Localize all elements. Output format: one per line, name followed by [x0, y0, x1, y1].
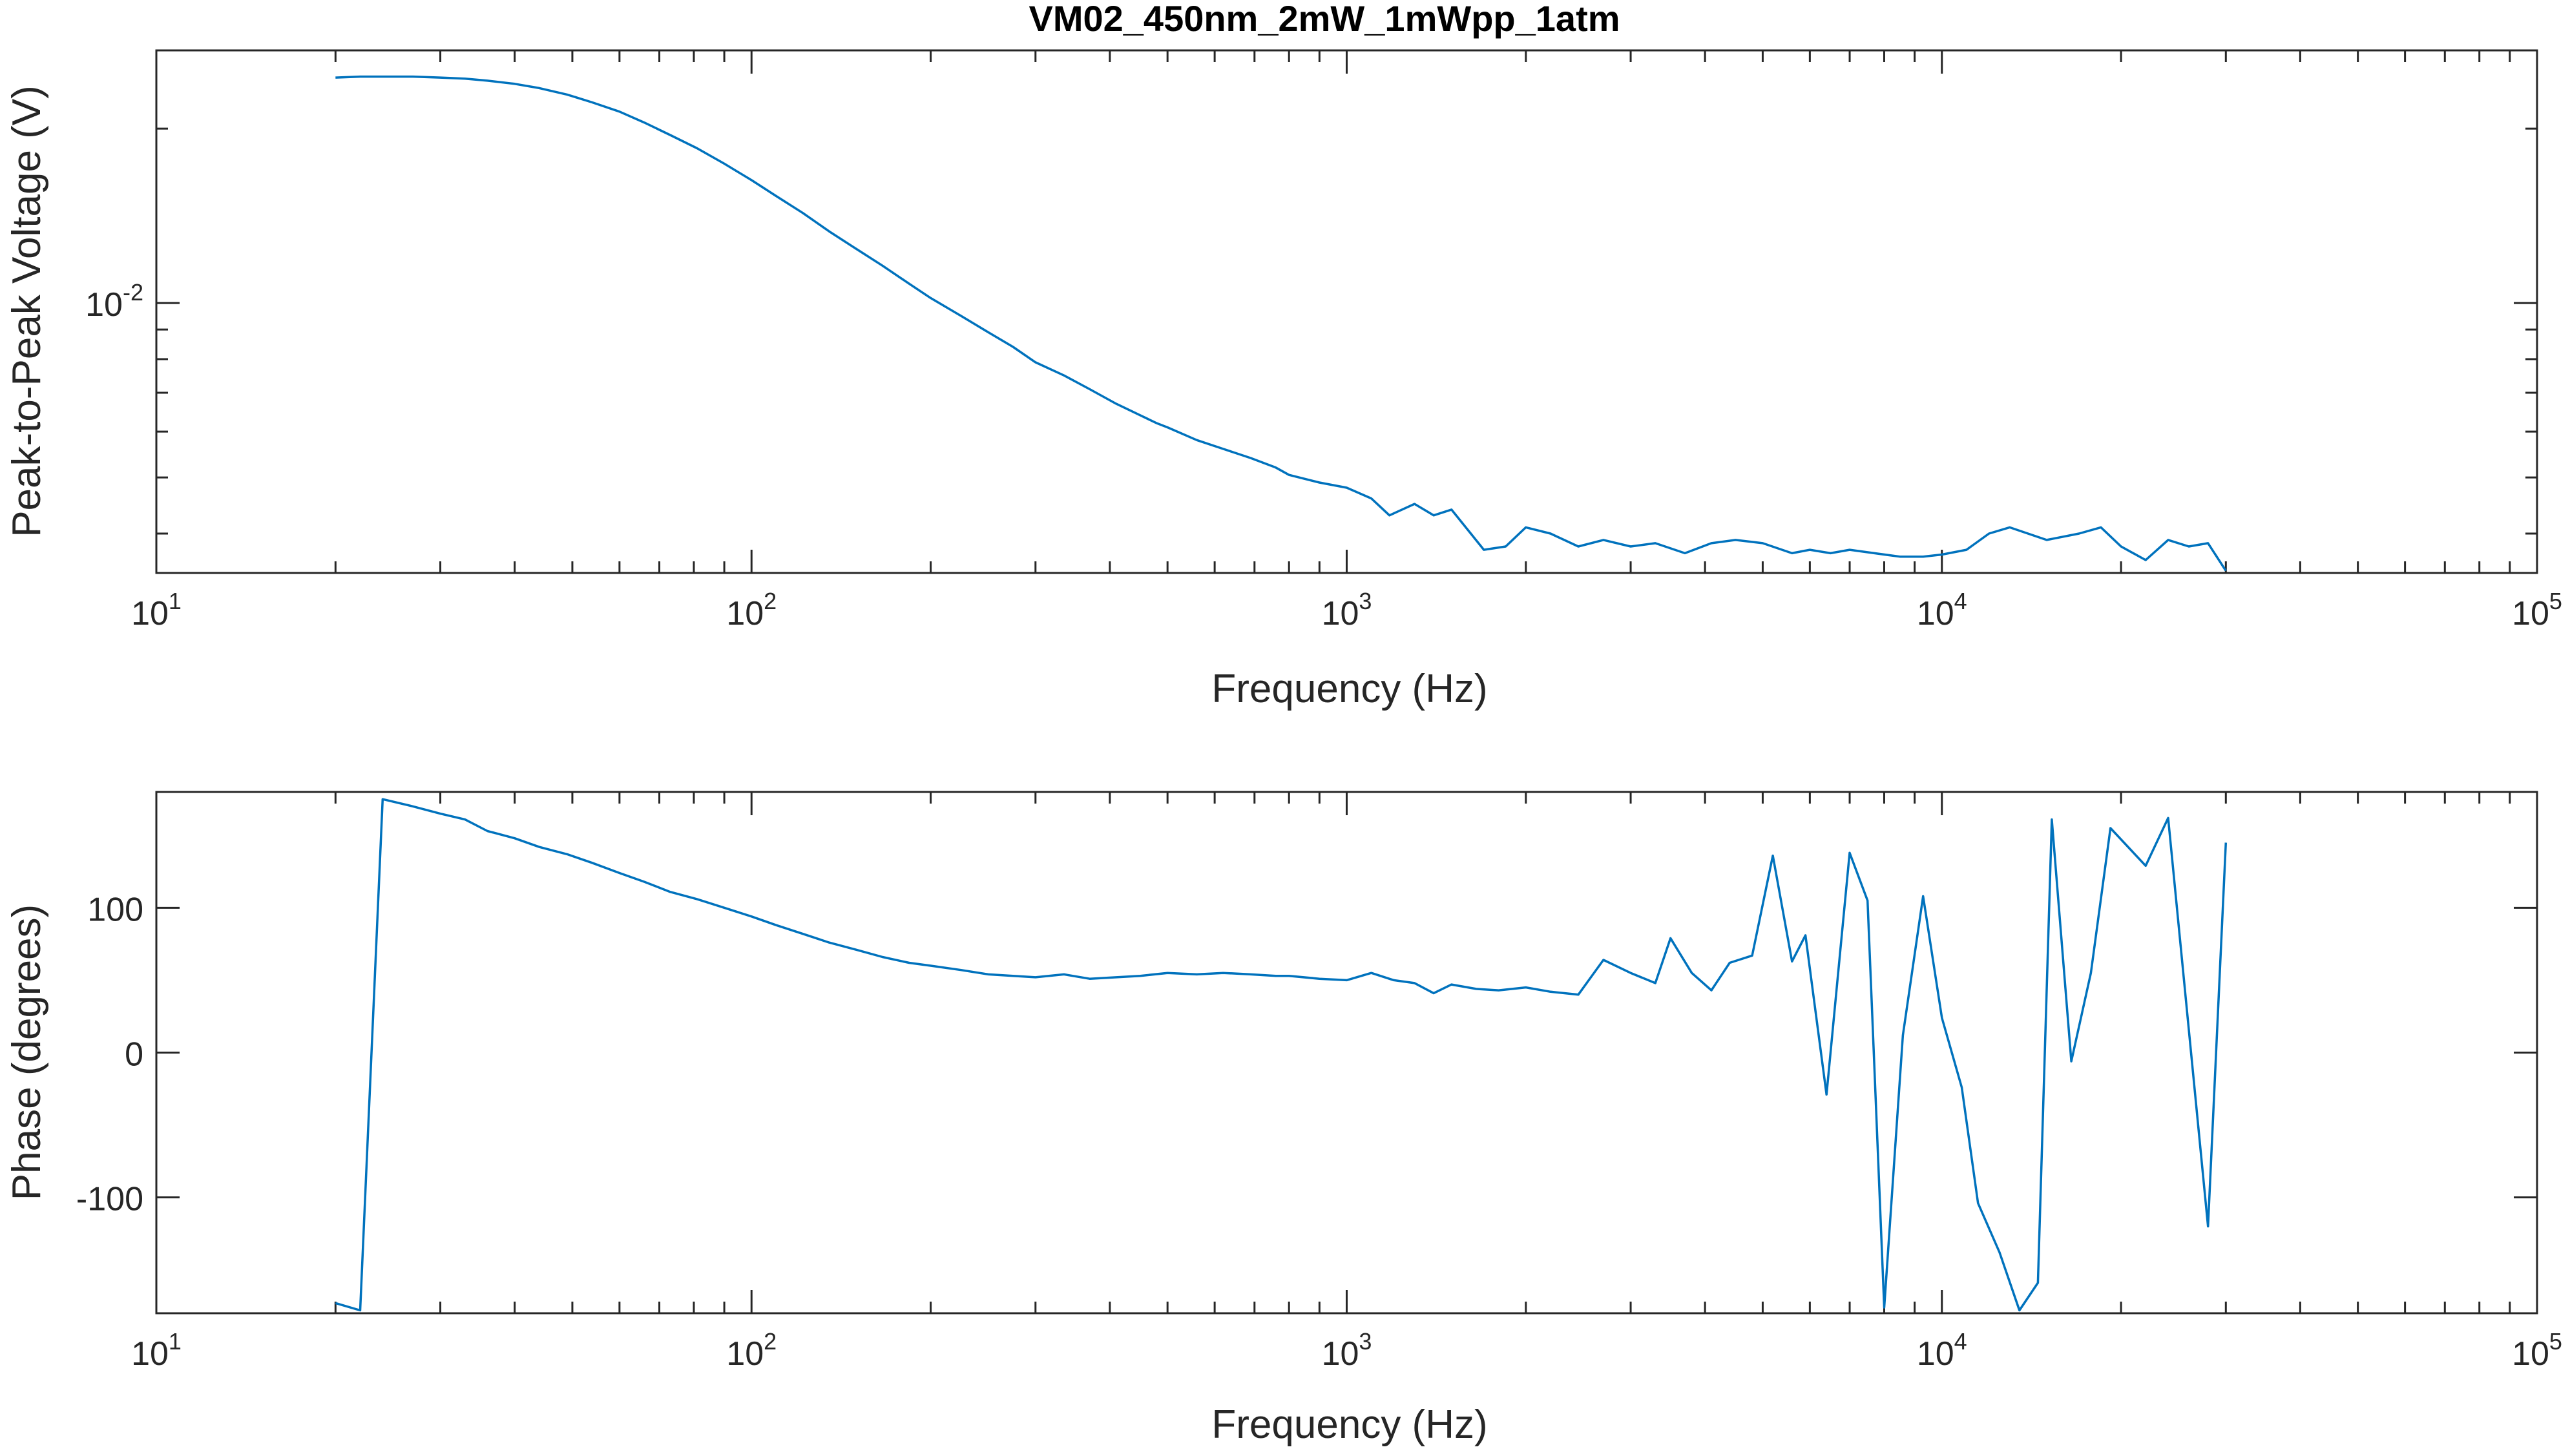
phase-series-line — [335, 798, 2228, 1312]
magnitude-series-line — [335, 75, 2227, 572]
phase-panel: 101 102 103 104 105 100 0 -100 Frequency (Hz) P… — [5, 791, 2562, 1447]
phase-y-axis-label: Phase (degrees) — [5, 904, 49, 1200]
magnitude-x-tick-label: 103 — [1322, 588, 1372, 632]
magnitude-y-tick-label: 10-2 — [85, 279, 143, 324]
magnitude-x-tick-label: 101 — [131, 588, 182, 632]
phase-y-tick-label: 0 — [125, 1036, 143, 1074]
magnitude-x-tick-label: 102 — [726, 588, 777, 632]
figure-title: VM02_450nm_2mW_1mWpp_1atm — [1029, 0, 1620, 39]
phase-x-tick-label: 101 — [131, 1328, 182, 1373]
phase-y-tick-label: 100 — [87, 891, 143, 928]
magnitude-y-axis-label: Peak-to-Peak Voltage (V) — [5, 85, 49, 537]
phase-x-tick-label: 105 — [2512, 1328, 2562, 1373]
phase-x-axis-label: Frequency (Hz) — [1211, 1402, 1487, 1447]
magnitude-x-tick-label: 104 — [1917, 588, 1967, 632]
phase-x-tick-label: 102 — [726, 1328, 777, 1373]
magnitude-x-tick-label: 105 — [2512, 588, 2562, 632]
magnitude-axes-marks: 101 102 103 104 105 10-2 — [85, 50, 2562, 632]
phase-x-tick-label: 104 — [1917, 1328, 1967, 1373]
magnitude-x-axis-label: Frequency (Hz) — [1211, 667, 1487, 711]
phase-axes-marks: 101 102 103 104 105 100 0 -100 — [76, 792, 2562, 1373]
magnitude-panel: 101 102 103 104 105 10-2 Frequency (Hz) Peak-… — [5, 49, 2562, 711]
phase-x-tick-label: 103 — [1322, 1328, 1372, 1373]
phase-y-tick-label: -100 — [76, 1181, 143, 1218]
